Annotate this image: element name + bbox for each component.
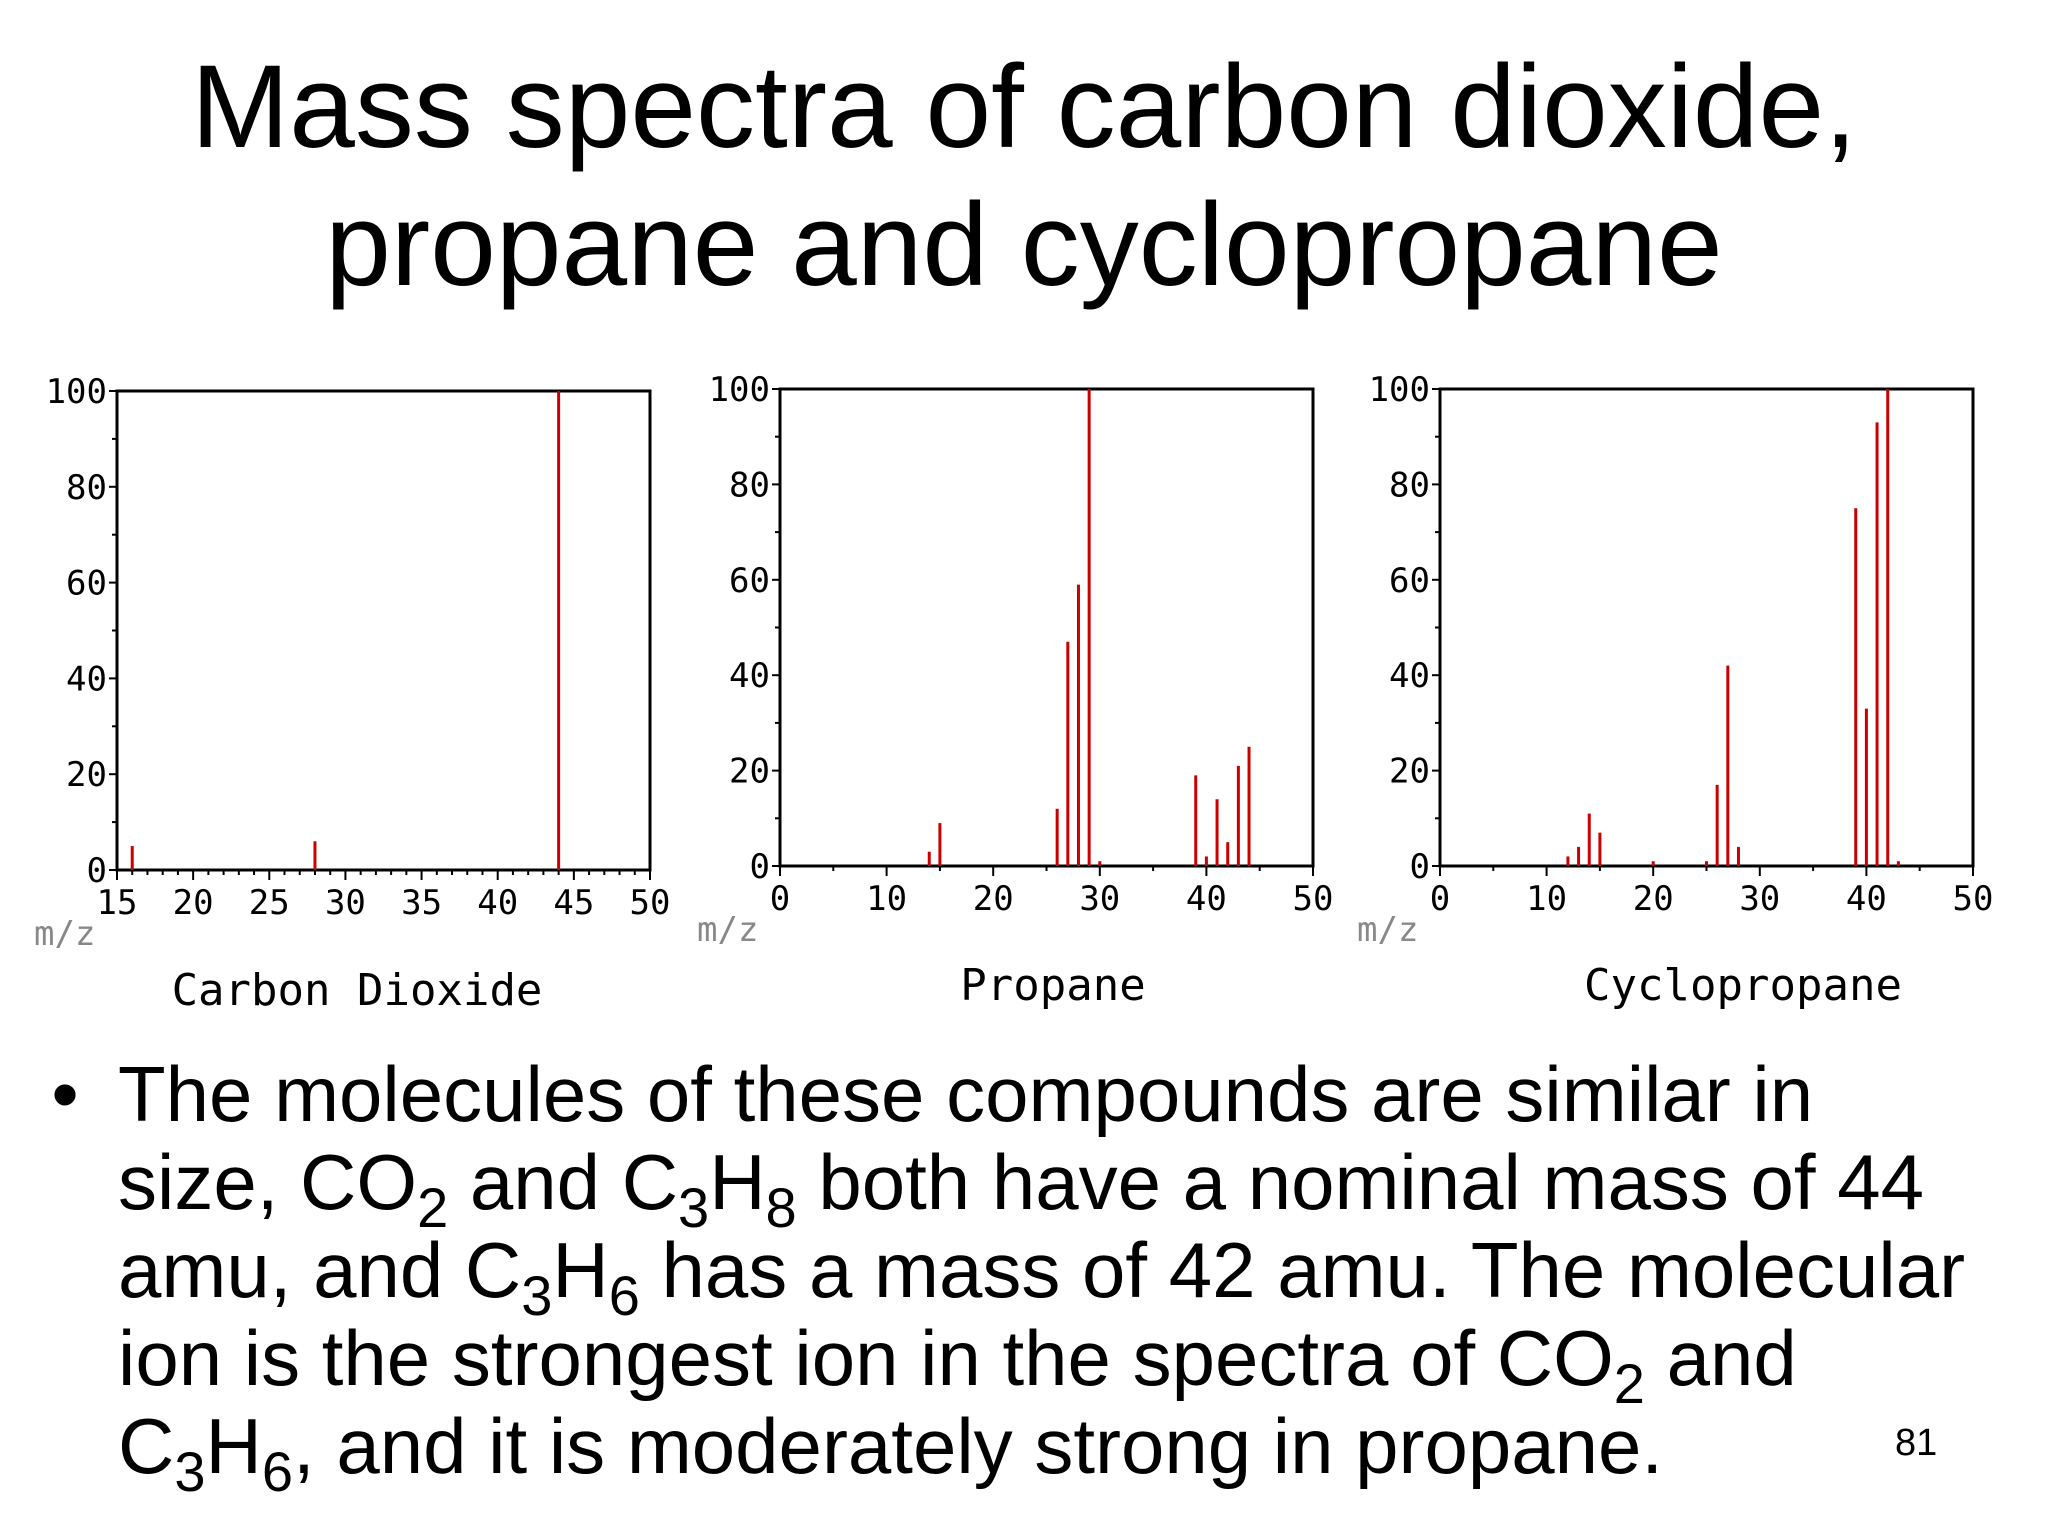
plot-frame — [1438, 387, 1975, 868]
subscript: 6 — [261, 1440, 293, 1503]
x-tick-label: 30 — [325, 883, 366, 923]
y-tick-label: 40 — [1389, 656, 1430, 696]
x-tick-label: 15 — [97, 883, 138, 923]
y-tick-label: 100 — [709, 370, 770, 410]
chart-name: Propane — [960, 960, 1145, 1011]
slide-title: Mass spectra of carbon dioxide, propane … — [0, 38, 2048, 314]
y-tick-label: 60 — [66, 564, 107, 604]
x-tick-label: 20 — [1633, 879, 1674, 919]
chart-name: Cyclopropane — [1584, 960, 1902, 1011]
text-segment: C — [118, 1402, 175, 1490]
y-tick-label: 40 — [729, 656, 770, 696]
bullet-line-4: ion is the strongest ion in the spectra … — [118, 1314, 2048, 1412]
x-tick-label: 10 — [1526, 879, 1567, 919]
x-tick-label: 20 — [973, 879, 1014, 919]
x-tick-label: 50 — [1293, 879, 1334, 919]
x-tick-label: 45 — [553, 883, 594, 923]
x-tick-label: 40 — [1846, 879, 1887, 919]
x-tick-label: 20 — [173, 883, 214, 923]
text-segment: both have a nominal mass of 44 — [796, 1138, 1925, 1226]
text-segment: amu, and C — [118, 1226, 522, 1314]
y-tick-label: 20 — [1389, 752, 1430, 792]
x-tick-label: 30 — [1739, 879, 1780, 919]
y-tick-label: 80 — [729, 465, 770, 505]
x-tick-label: 30 — [1079, 879, 1120, 919]
subscript: 3 — [678, 1176, 710, 1239]
text-segment: size, CO — [118, 1138, 418, 1226]
x-tick-label: 0 — [1430, 879, 1450, 919]
y-tick-label: 80 — [1389, 465, 1430, 505]
bullet-line-1: The molecules of these compounds are sim… — [118, 1050, 1814, 1138]
x-tick-label: 40 — [1186, 879, 1227, 919]
subscript: 3 — [521, 1264, 553, 1327]
x-tick-label: 35 — [401, 883, 442, 923]
y-tick-label: 0 — [750, 847, 770, 887]
text-segment: has a mass of 42 amu. The molecular — [639, 1226, 1966, 1314]
x-axis-label: m/z — [697, 910, 758, 950]
bullet-icon: • — [51, 1050, 79, 1138]
page-number: 81 — [1895, 1422, 1938, 1464]
bullet-line-5: C3H6, and it is moderately strong in pro… — [118, 1402, 2048, 1500]
x-tick-label: 10 — [866, 879, 907, 919]
y-tick-label: 80 — [66, 468, 107, 508]
x-tick-label: 25 — [249, 883, 290, 923]
subscript: 8 — [765, 1176, 797, 1239]
text-segment: H — [552, 1226, 609, 1314]
title-line-2: propane and cyclopropane — [325, 179, 1723, 311]
text-segment: ion is the strongest ion in the spectra … — [118, 1314, 1614, 1402]
x-axis-label: m/z — [34, 914, 95, 954]
y-tick-label: 0 — [1410, 847, 1430, 887]
subscript: 2 — [417, 1176, 449, 1239]
chart-name: Carbon Dioxide — [172, 965, 543, 1016]
y-tick-label: 100 — [46, 372, 107, 412]
y-tick-label: 20 — [66, 755, 107, 795]
text-segment: , and it is moderately strong in propane… — [293, 1402, 1664, 1490]
y-tick-label: 40 — [66, 659, 107, 699]
x-axis-label: m/z — [1357, 910, 1418, 950]
subscript: 2 — [1613, 1352, 1645, 1415]
x-tick-label: 40 — [477, 883, 518, 923]
bullet-text: The molecules of these compounds are sim… — [118, 1050, 2048, 1500]
plot-frame — [115, 389, 652, 872]
text-segment: and C — [448, 1138, 679, 1226]
bullet-line-3: amu, and C3H6 has a mass of 42 amu. The … — [118, 1226, 2048, 1324]
title-line-1: Mass spectra of carbon dioxide, — [191, 41, 1857, 173]
x-tick-label: 0 — [770, 879, 790, 919]
subscript: 6 — [608, 1264, 640, 1327]
text-segment: and — [1644, 1314, 1797, 1402]
y-tick-label: 20 — [729, 752, 770, 792]
y-tick-label: 100 — [1369, 370, 1430, 410]
subscript: 3 — [174, 1440, 206, 1503]
y-tick-label: 0 — [87, 851, 107, 891]
text-segment: H — [709, 1138, 766, 1226]
x-tick-label: 50 — [1953, 879, 1994, 919]
text-segment: H — [205, 1402, 262, 1490]
y-tick-label: 60 — [1389, 561, 1430, 601]
bullet-line-2: size, CO2 and C3H8 both have a nominal m… — [118, 1138, 2048, 1236]
y-tick-label: 60 — [729, 561, 770, 601]
plot-frame — [778, 387, 1315, 868]
x-tick-label: 50 — [630, 883, 671, 923]
